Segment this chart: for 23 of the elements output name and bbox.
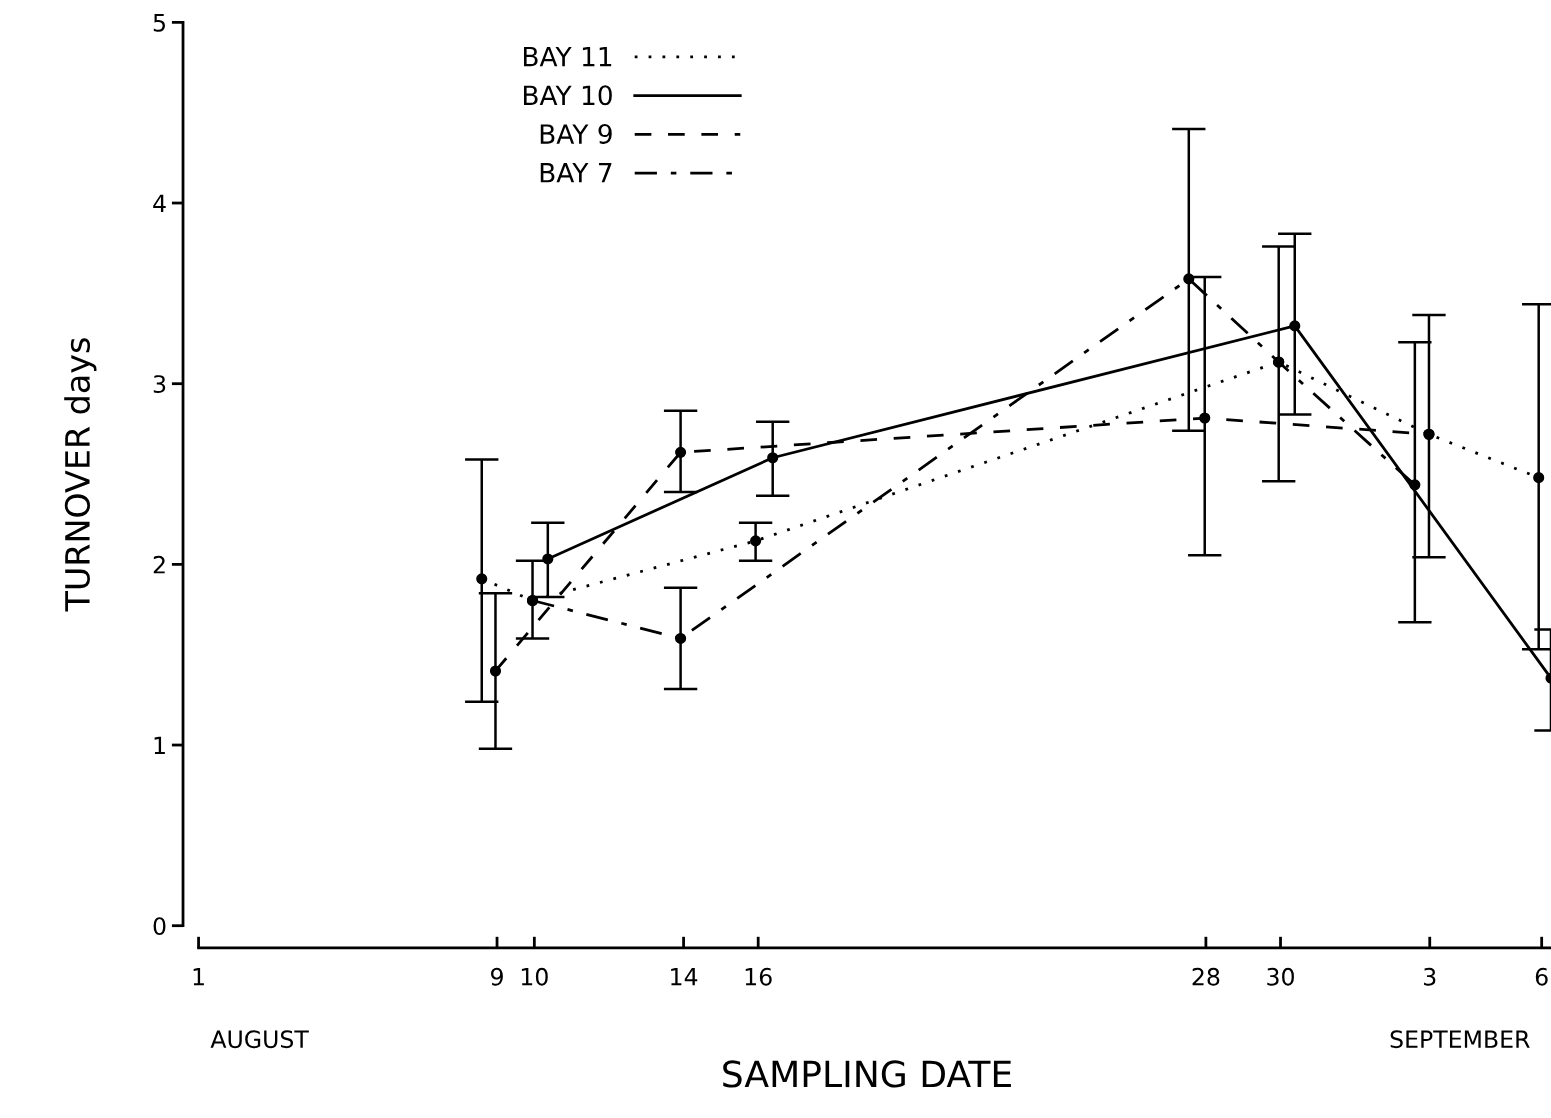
x-axis-title: SAMPLING DATE bbox=[723, 1060, 1011, 1088]
x-tick-label: 14 bbox=[671, 968, 698, 986]
text: AUGUST bbox=[210, 1030, 309, 1049]
legend-label: BAY 10 bbox=[523, 85, 612, 106]
legend-label: BAY 11 bbox=[523, 46, 612, 67]
x-tick-label: 3 bbox=[1424, 967, 1436, 986]
legend-label: BAY 7 bbox=[540, 163, 612, 183]
y-tick-label: 0 bbox=[153, 917, 166, 936]
y-tick-label: 1 bbox=[154, 736, 165, 755]
y-tick-label: 5 bbox=[153, 14, 165, 32]
legend-label: BAY 9 bbox=[540, 124, 612, 144]
x-tick-label: 30 bbox=[1267, 967, 1294, 986]
x-tick-label: 6 bbox=[1535, 967, 1548, 986]
x-tick-label: 16 bbox=[745, 967, 772, 986]
y-tick-label: 2 bbox=[153, 555, 165, 574]
text: SEPTEMBER bbox=[1390, 1030, 1530, 1049]
y-tick-label: 3 bbox=[153, 375, 166, 393]
x-tick-label: 10 bbox=[521, 967, 548, 986]
x-tick-label: 9 bbox=[491, 967, 503, 986]
x-tick-label: 1 bbox=[193, 968, 204, 986]
y-axis-title: TURNOVER days bbox=[64, 338, 97, 612]
y-tick-label: 4 bbox=[153, 194, 166, 212]
x-tick-label: 28 bbox=[1192, 967, 1220, 986]
